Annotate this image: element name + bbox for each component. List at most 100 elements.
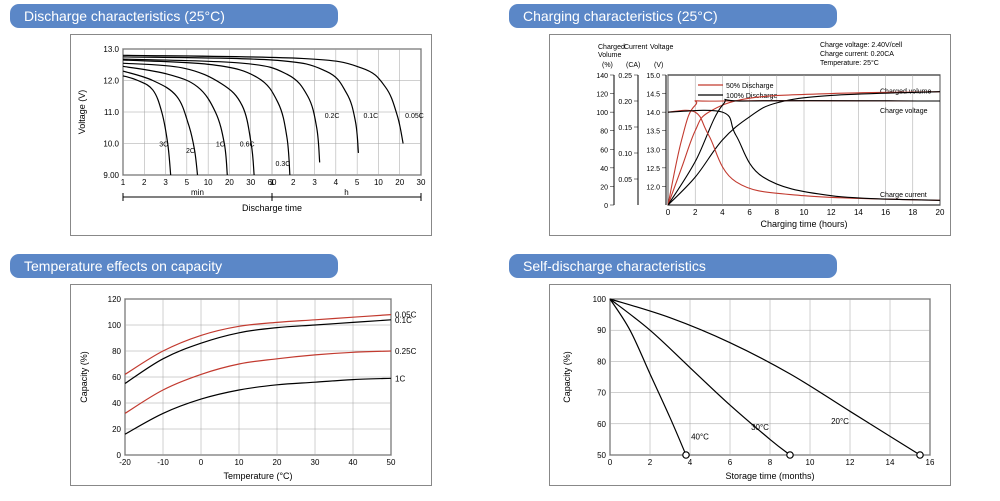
svg-text:(V): (V) — [654, 62, 663, 69]
svg-text:40°C: 40°C — [691, 432, 709, 441]
svg-text:100: 100 — [592, 295, 606, 304]
svg-text:(%): (%) — [602, 62, 613, 69]
svg-text:4: 4 — [333, 178, 338, 187]
svg-text:1C: 1C — [395, 374, 405, 383]
svg-text:Charge voltage: Charge voltage — [880, 108, 928, 115]
svg-text:12.0: 12.0 — [103, 77, 119, 86]
panel-charging: Charging characteristics (25°C) 02468101… — [509, 4, 990, 246]
svg-text:14: 14 — [853, 208, 862, 217]
svg-text:20: 20 — [112, 425, 121, 434]
svg-text:h: h — [344, 188, 348, 197]
selfdischarge-chart: 02468101214165060708090100Storage time (… — [549, 284, 951, 486]
svg-text:10: 10 — [805, 458, 814, 467]
svg-text:10: 10 — [373, 178, 382, 187]
svg-text:9.00: 9.00 — [103, 171, 119, 180]
svg-text:min: min — [191, 188, 204, 197]
svg-text:8: 8 — [767, 458, 772, 467]
svg-text:0.6C: 0.6C — [239, 142, 254, 149]
svg-text:Discharge time: Discharge time — [241, 203, 301, 213]
svg-text:Charge voltage: 2.40V/cell: Charge voltage: 2.40V/cell — [820, 42, 903, 49]
svg-text:2: 2 — [647, 458, 652, 467]
panel-temperature: Temperature effects on capacity -20-1001… — [10, 254, 491, 496]
svg-text:60: 60 — [597, 419, 606, 428]
svg-text:100: 100 — [107, 321, 121, 330]
svg-text:3C: 3C — [159, 142, 168, 149]
svg-text:0.2C: 0.2C — [324, 113, 339, 120]
svg-text:16: 16 — [925, 458, 934, 467]
svg-text:12.5: 12.5 — [646, 166, 660, 173]
svg-text:2: 2 — [692, 208, 697, 217]
svg-text:0: 0 — [198, 458, 203, 467]
svg-text:120: 120 — [107, 295, 121, 304]
svg-text:140: 140 — [596, 73, 608, 80]
svg-text:12: 12 — [826, 208, 835, 217]
panel-header: Self-discharge characteristics — [509, 254, 837, 278]
svg-text:40: 40 — [600, 166, 608, 173]
svg-text:0.3C: 0.3C — [275, 161, 290, 168]
svg-text:0: 0 — [607, 458, 612, 467]
svg-text:0.10: 0.10 — [618, 151, 632, 158]
svg-text:2: 2 — [291, 178, 296, 187]
svg-text:40: 40 — [112, 399, 121, 408]
svg-text:13.5: 13.5 — [646, 129, 660, 136]
svg-text:20°C: 20°C — [831, 416, 849, 425]
svg-text:20: 20 — [935, 208, 944, 217]
svg-text:0.1C: 0.1C — [395, 315, 412, 324]
panels-grid: Discharge characteristics (25°C) 9.0010.… — [0, 0, 1000, 501]
svg-text:50: 50 — [386, 458, 395, 467]
svg-text:0.15: 0.15 — [618, 125, 632, 132]
svg-text:100: 100 — [596, 110, 608, 117]
svg-text:1: 1 — [120, 178, 125, 187]
charging-chart: 02468101214161820Charging time (hours)02… — [549, 34, 951, 236]
svg-text:5: 5 — [184, 178, 189, 187]
frame-wrap: 02468101214165060708090100Storage time (… — [509, 278, 990, 496]
svg-text:16: 16 — [881, 208, 890, 217]
svg-text:30: 30 — [310, 458, 319, 467]
svg-text:8: 8 — [774, 208, 779, 217]
svg-text:120: 120 — [596, 92, 608, 99]
svg-text:Capacity (%): Capacity (%) — [79, 351, 89, 403]
svg-text:6: 6 — [747, 208, 752, 217]
svg-text:0: 0 — [116, 451, 121, 460]
temperature-chart: -20-1001020304050020406080100120Temperat… — [70, 284, 432, 486]
svg-text:0.25C: 0.25C — [395, 347, 417, 356]
svg-text:Charging time (hours): Charging time (hours) — [760, 219, 847, 229]
svg-text:3: 3 — [163, 178, 168, 187]
svg-text:Capacity (%): Capacity (%) — [562, 351, 572, 403]
svg-text:20: 20 — [224, 178, 233, 187]
svg-text:10: 10 — [203, 178, 212, 187]
svg-text:30°C: 30°C — [751, 423, 769, 432]
svg-text:90: 90 — [597, 326, 606, 335]
svg-text:50% Discharge: 50% Discharge — [726, 83, 774, 90]
svg-text:5: 5 — [354, 178, 359, 187]
svg-text:4: 4 — [687, 458, 692, 467]
svg-text:12.0: 12.0 — [646, 184, 660, 191]
svg-text:0.1C: 0.1C — [363, 113, 378, 120]
svg-text:0.05: 0.05 — [618, 177, 632, 184]
svg-text:80: 80 — [600, 129, 608, 136]
svg-text:1: 1 — [269, 178, 274, 187]
svg-text:3: 3 — [312, 178, 317, 187]
svg-text:Charged: Charged — [598, 44, 625, 51]
svg-text:Current: Current — [624, 44, 647, 51]
svg-text:30: 30 — [246, 178, 255, 187]
svg-text:-20: -20 — [119, 458, 131, 467]
svg-text:1C: 1C — [215, 142, 224, 149]
svg-text:11.0: 11.0 — [104, 108, 120, 117]
svg-text:0.05C: 0.05C — [405, 113, 424, 120]
svg-text:15.0: 15.0 — [646, 73, 660, 80]
svg-text:14.0: 14.0 — [646, 110, 660, 117]
svg-text:70: 70 — [597, 388, 606, 397]
frame-wrap: 02468101214161820Charging time (hours)02… — [509, 28, 990, 246]
svg-text:60: 60 — [600, 147, 608, 154]
svg-text:2C: 2C — [186, 148, 195, 155]
svg-text:14.5: 14.5 — [646, 92, 660, 99]
svg-text:13.0: 13.0 — [103, 45, 119, 54]
svg-text:20: 20 — [395, 178, 404, 187]
panel-header: Charging characteristics (25°C) — [509, 4, 837, 28]
panel-selfdischarge: Self-discharge characteristics 024681012… — [509, 254, 990, 496]
svg-text:80: 80 — [112, 347, 121, 356]
svg-text:12: 12 — [845, 458, 854, 467]
svg-text:Charge current: 0.20CA: Charge current: 0.20CA — [820, 51, 894, 58]
svg-text:60: 60 — [112, 373, 121, 382]
